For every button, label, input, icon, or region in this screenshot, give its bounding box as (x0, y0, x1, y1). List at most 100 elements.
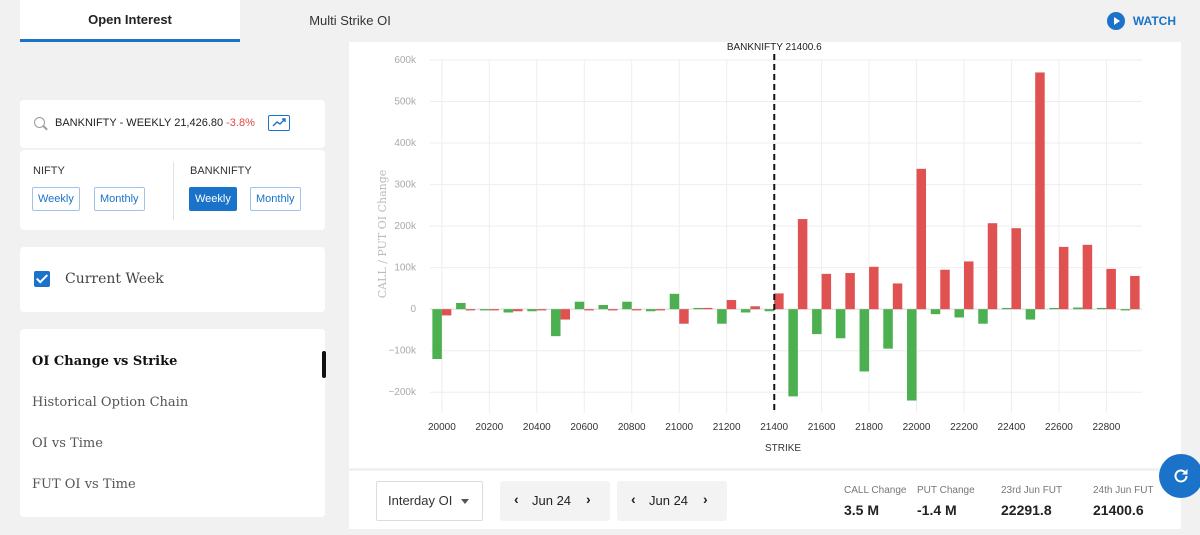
put-bar[interactable] (740, 309, 751, 313)
call-bar[interactable] (797, 219, 808, 310)
call-bar[interactable] (1130, 275, 1140, 310)
put-bar[interactable] (717, 309, 727, 324)
call-bar[interactable] (916, 168, 927, 310)
put-bar[interactable] (574, 301, 585, 310)
nifty-weekly-button[interactable]: Weekly (32, 187, 80, 211)
x-tick-label: 21600 (808, 422, 836, 433)
put-bar[interactable] (1001, 307, 1012, 310)
call-bar[interactable] (750, 306, 760, 310)
put-bar[interactable] (1096, 307, 1107, 310)
call-bar[interactable] (702, 307, 713, 310)
stat-label: 23rd Jun FUT (1001, 485, 1063, 496)
put-bar[interactable] (645, 309, 656, 312)
put-bar[interactable] (907, 309, 917, 401)
call-bar[interactable] (1082, 244, 1093, 310)
call-bar[interactable] (964, 261, 974, 310)
x-tick-label: 21400 (760, 422, 788, 433)
put-bar[interactable] (883, 309, 893, 349)
put-bar[interactable] (930, 309, 941, 315)
call-bar[interactable] (987, 223, 998, 310)
call-bar[interactable] (726, 300, 737, 310)
call-bar[interactable] (560, 309, 571, 320)
put-bar[interactable] (1120, 309, 1131, 311)
call-bar[interactable] (631, 309, 642, 311)
put-bar[interactable] (812, 309, 822, 335)
call-bar[interactable] (869, 266, 879, 310)
menu-item-oi-vs-time[interactable]: OI vs Time (32, 436, 103, 451)
put-bar[interactable] (432, 309, 442, 360)
chevron-right-icon[interactable]: › (703, 491, 708, 507)
menu-item-fut-oi-vs-time[interactable]: FUT OI vs Time (32, 477, 136, 492)
x-tick-label: 22600 (1045, 422, 1073, 433)
menu-item-oi-change-vs-strike[interactable]: OI Change vs Strike (32, 354, 178, 369)
call-bar[interactable] (1058, 246, 1069, 310)
divider (173, 162, 174, 220)
call-bar[interactable] (536, 309, 547, 311)
call-bar[interactable] (1035, 72, 1045, 310)
top-bar: Open Interest Multi Strike OI WATCH (0, 0, 1200, 42)
y-tick-label: 200k (394, 221, 417, 232)
call-bar[interactable] (489, 309, 499, 311)
refresh-icon (1174, 469, 1188, 483)
current-week-option: Current Week (20, 247, 325, 312)
put-bar[interactable] (479, 309, 490, 311)
watch-button[interactable]: WATCH (1106, 12, 1176, 30)
banknifty-weekly-button[interactable]: Weekly (189, 187, 237, 211)
banknifty-monthly-button[interactable]: Monthly (250, 187, 301, 211)
put-bar[interactable] (788, 309, 798, 397)
put-bar[interactable] (1073, 307, 1083, 310)
put-bar[interactable] (598, 305, 609, 310)
put-bar[interactable] (835, 309, 846, 339)
chevron-left-icon[interactable]: ‹ (631, 491, 636, 507)
call-bar[interactable] (584, 309, 594, 311)
chevron-left-icon[interactable]: ‹ (514, 491, 519, 507)
put-bar[interactable] (954, 309, 965, 318)
trend-chart-button[interactable] (268, 115, 290, 131)
stat-value: 22291.8 (1001, 502, 1052, 518)
tab-multi-strike-oi[interactable]: Multi Strike OI (309, 13, 391, 28)
call-bar[interactable] (1106, 268, 1116, 310)
expiry-stepper-1: ‹ Jun 24 › (500, 481, 610, 521)
play-circle-icon (1106, 12, 1125, 30)
call-bar[interactable] (655, 309, 665, 311)
refresh-button[interactable] (1159, 454, 1200, 498)
call-bar[interactable] (679, 309, 689, 324)
chevron-down-icon (461, 499, 469, 504)
symbol-change: -3.8% (226, 117, 255, 129)
chart-svg: 600k 500k 400k 300k 200k 100k 0 −100k −200k 2000… (376, 42, 1142, 454)
put-bar[interactable] (503, 309, 514, 313)
call-bar[interactable] (845, 273, 855, 310)
put-bar[interactable] (1049, 307, 1059, 310)
call-bar[interactable] (1011, 228, 1021, 310)
symbol-search[interactable]: BANKNIFTY - WEEKLY 21,426.80 -3.8% (20, 100, 325, 148)
oi-type-select[interactable]: Interday OI (376, 481, 483, 521)
menu-item-historical-option-chain[interactable]: Historical Option Chain (32, 395, 189, 410)
call-bar[interactable] (513, 309, 523, 312)
put-bar[interactable] (764, 309, 775, 312)
nifty-monthly-button[interactable]: Monthly (94, 187, 145, 211)
x-tick-label: 20200 (475, 422, 503, 433)
put-bar[interactable] (622, 301, 632, 310)
call-bar[interactable] (774, 293, 784, 310)
put-bar[interactable] (693, 307, 703, 310)
y-tick-label: −100k (388, 346, 417, 357)
index-label-nifty: NIFTY (33, 165, 65, 177)
put-bar[interactable] (527, 309, 537, 312)
current-week-checkbox[interactable] (34, 271, 50, 287)
call-bar[interactable] (608, 309, 618, 311)
call-bar[interactable] (892, 283, 903, 310)
call-bar[interactable] (821, 273, 832, 310)
call-bar[interactable] (441, 309, 452, 316)
tab-open-interest[interactable]: Open Interest (20, 0, 240, 42)
put-bar[interactable] (456, 302, 466, 310)
y-tick-label: 400k (394, 138, 417, 149)
stat-24th-jun-fut: 24th Jun FUT 21400.6 (1093, 485, 1154, 518)
put-bar[interactable] (859, 309, 870, 372)
chevron-right-icon[interactable]: › (586, 491, 591, 507)
put-bar[interactable] (978, 309, 988, 324)
put-bar[interactable] (669, 293, 680, 310)
put-bar[interactable] (1025, 309, 1036, 320)
call-bar[interactable] (940, 269, 950, 310)
call-bar[interactable] (465, 309, 476, 311)
put-bar[interactable] (551, 309, 561, 337)
